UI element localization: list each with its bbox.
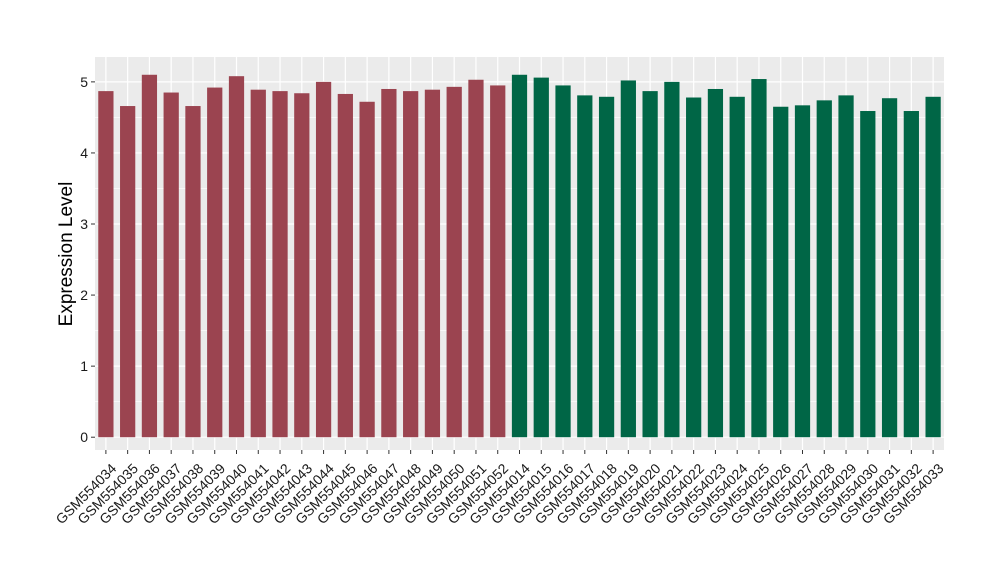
bar-GSM554033	[925, 96, 941, 438]
bar-GSM554035	[120, 106, 136, 438]
bar-GSM554026	[773, 106, 789, 438]
bar-GSM554019	[620, 80, 636, 438]
bar-GSM554040	[228, 76, 245, 438]
bar-GSM554025	[751, 79, 767, 438]
bar-GSM554045	[337, 93, 353, 438]
bar-GSM554030	[860, 111, 876, 438]
bar-GSM554014	[511, 74, 528, 438]
bar-GSM554023	[707, 88, 724, 438]
bar-GSM554018	[598, 96, 615, 438]
bar-GSM554029	[838, 95, 854, 438]
bar-GSM554043	[294, 93, 310, 438]
bar-GSM554041	[250, 89, 266, 438]
bar-GSM554042	[272, 91, 288, 438]
bar-GSM554032	[903, 111, 919, 438]
bar-GSM554020	[642, 91, 658, 438]
bar-GSM554039	[207, 87, 223, 438]
bar-GSM554048	[403, 91, 419, 438]
bar-GSM554044	[315, 81, 332, 438]
y-tick-label: 1	[80, 358, 88, 374]
y-tick-label: 0	[80, 429, 88, 445]
bar-GSM554036	[141, 74, 158, 438]
bar-GSM554016	[555, 85, 571, 438]
bar-GSM554047	[381, 88, 397, 438]
bar-GSM554015	[533, 77, 549, 438]
x-axis-ticks: GSM554034GSM554035GSM554036GSM554037GSM5…	[52, 450, 947, 527]
y-tick-label: 5	[80, 74, 88, 90]
bar-GSM554049	[424, 89, 441, 438]
bar-GSM554038	[185, 106, 201, 438]
bar-GSM554028	[816, 100, 832, 438]
bars	[98, 74, 941, 438]
bar-GSM554050	[446, 86, 462, 438]
bar-GSM554022	[686, 97, 702, 438]
y-axis-title: Expression Level	[56, 182, 77, 327]
y-tick-label: 4	[80, 145, 88, 161]
bar-GSM554024	[729, 96, 745, 438]
y-axis-ticks: 0 1 2 3 4 5	[80, 74, 95, 445]
bar-GSM554027	[794, 105, 811, 438]
bar-GSM554017	[577, 95, 593, 438]
bar-GSM554037	[163, 92, 179, 438]
y-tick-label: 3	[80, 216, 88, 232]
y-tick-label: 2	[80, 287, 88, 303]
bar-GSM554052	[490, 85, 506, 438]
bar-GSM554034	[98, 91, 114, 438]
bar-GSM554021	[664, 81, 680, 438]
bar-GSM554046	[359, 101, 375, 438]
bar-GSM554031	[881, 98, 898, 438]
bar-GSM554051	[468, 79, 484, 438]
